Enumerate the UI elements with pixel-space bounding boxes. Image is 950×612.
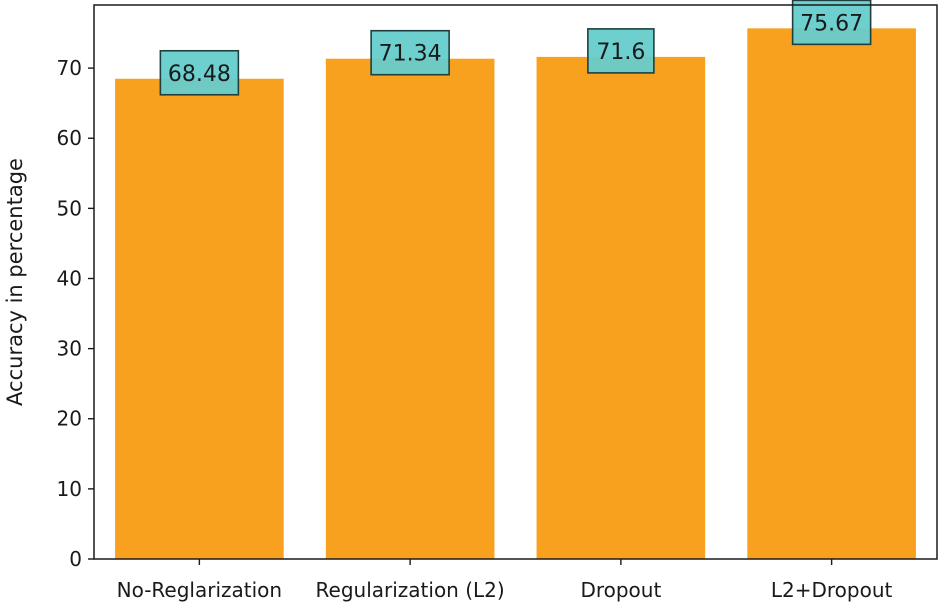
bar-1 [115, 78, 284, 559]
data-labels-layer: 68.48 71.34 71.6 75.67 [159, 0, 872, 96]
data-label-box-1 [159, 49, 240, 96]
x-tick-label-3: Dropout [580, 578, 661, 602]
y-tick-label-30: 30 [57, 337, 82, 361]
y-tick-label-60: 60 [57, 126, 82, 150]
y-tick-label-40: 40 [57, 266, 82, 290]
y-tick-label-20: 20 [57, 407, 82, 431]
bars-layer [115, 28, 916, 560]
data-label-1: 68.48 [168, 62, 231, 87]
y-axis-title: Accuracy in percentage [3, 158, 27, 406]
x-axis: No-Reglarization Regularization (L2) Dropo… [117, 559, 893, 602]
y-tick-label-50: 50 [57, 196, 82, 220]
plot-frame [93, 4, 938, 560]
data-label-box-2 [370, 29, 450, 76]
bar-3 [536, 56, 706, 559]
data-label-box-4 [791, 0, 872, 46]
x-tick-label-2: Regularization (L2) [316, 578, 505, 602]
y-tick-label-70: 70 [57, 56, 82, 80]
x-tick-label-1: No-Reglarization [117, 578, 282, 602]
bar-4 [747, 28, 916, 559]
y-tick-label-0: 0 [69, 547, 82, 571]
x-tick-label-4: L2+Dropout [771, 578, 893, 602]
data-label-3: 71.6 [596, 40, 645, 65]
data-label-2: 71.34 [379, 42, 442, 67]
data-label-4: 75.67 [800, 11, 863, 36]
bar-2 [325, 58, 495, 560]
data-label-box-3 [587, 28, 655, 74]
y-axis: 0 10 20 30 40 50 60 70 [57, 56, 94, 571]
y-tick-label-10: 10 [57, 477, 82, 501]
